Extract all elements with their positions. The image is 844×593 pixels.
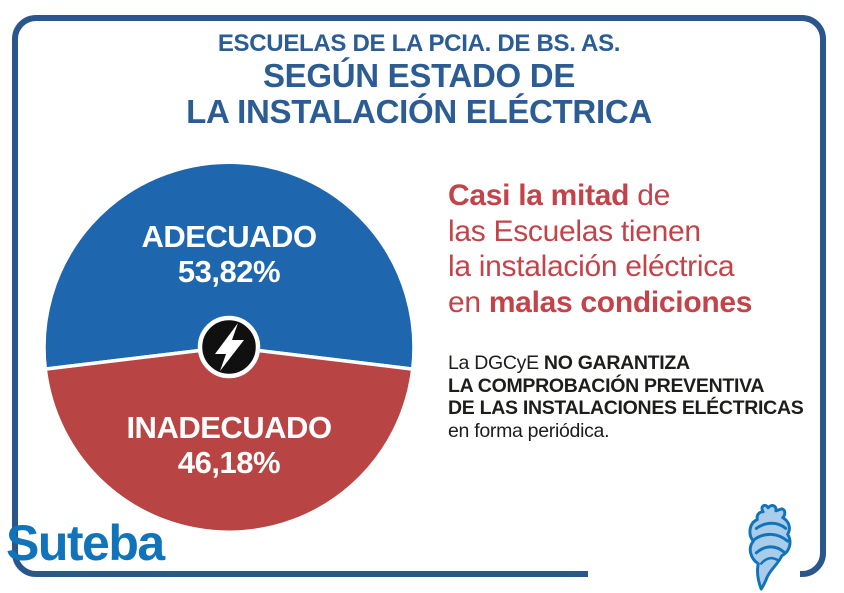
slice-value-inadecuado: 46,18%: [177, 445, 281, 480]
note-text: La DGCyE NO GARANTIZA LA COMPROBACIÓN PR…: [448, 352, 818, 442]
callout-line4-bold: malas condiciones: [488, 285, 753, 319]
pie-slice-adecuado: [42, 160, 416, 371]
buenos-aires-map-icon: [748, 503, 792, 591]
suteba-logo-text: Suteba: [6, 515, 165, 571]
pie-slice-inadecuado: [43, 345, 415, 534]
header-kicker: ESCUELAS DE LA PCIA. DE BS. AS.: [217, 30, 621, 57]
callout-line3: la instalación eléctrica: [448, 250, 735, 283]
callout-line4: en malas condiciones: [448, 285, 818, 321]
note-line1: La DGCyE NO GARANTIZA: [448, 352, 818, 375]
note-line1-pre: La DGCyE: [448, 352, 544, 374]
callout-line1-rest: de: [629, 179, 670, 212]
header: ESCUELAS DE LA PCIA. DE BS. AS. SEGÚN ES…: [12, 30, 826, 130]
slice-value-adecuado: 53,82%: [177, 254, 281, 289]
pie-slices: [42, 160, 416, 534]
callout-line1: Casi la mitad de: [448, 178, 818, 214]
note-line3: DE LAS INSTALACIONES ELÉCTRICAS: [448, 397, 804, 420]
note-line1-bold: NO GARANTIZA: [543, 352, 690, 374]
lightning-bolt-icon: [215, 323, 244, 371]
callout-text: Casi la mitad de las Escuelas tienen la …: [448, 178, 818, 320]
pie-chart: [42, 160, 416, 534]
callout-line1-bold: Casi la mitad: [448, 179, 630, 212]
callout-line4-pre: en: [448, 285, 489, 319]
page-title-line1: SEGÚN ESTADO DE: [262, 57, 576, 94]
slice-label-adecuado: ADECUADO: [141, 219, 317, 254]
callout-line2: las Escuelas tienen: [448, 214, 701, 248]
page-title-line2: LA INSTALACIÓN ELÉCTRICA: [186, 93, 652, 130]
slice-label-inadecuado: INADECUADO: [126, 410, 332, 445]
frame-border: [12, 15, 826, 577]
note-line4: en forma periódica.: [448, 419, 610, 442]
note-line2: LA COMPROBACIÓN PREVENTIVA: [448, 374, 765, 397]
